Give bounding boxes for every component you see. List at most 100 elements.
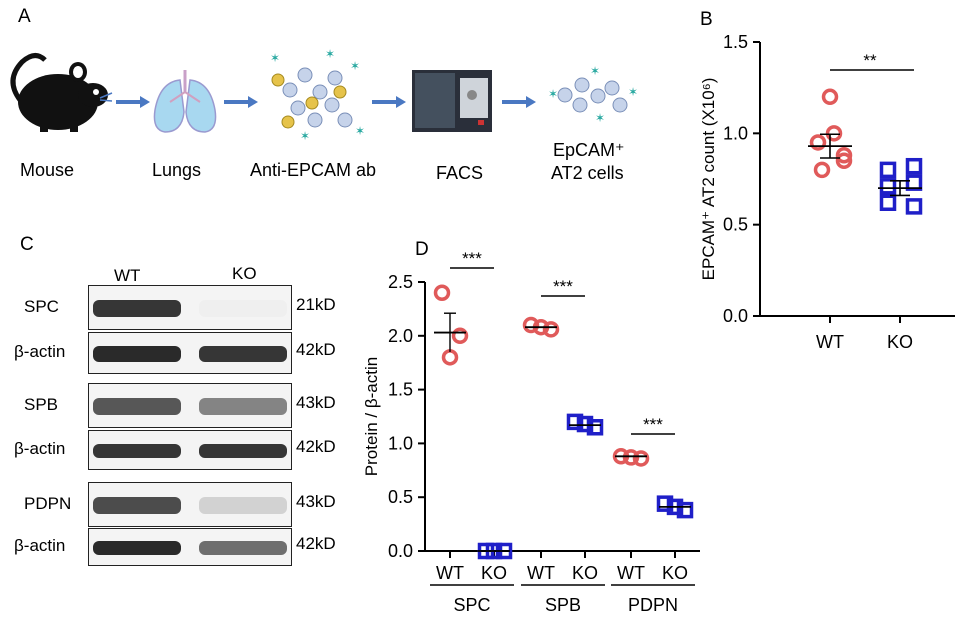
- svg-text:✶: ✶: [350, 59, 360, 73]
- arrow-1: [116, 96, 150, 108]
- svg-text:✶: ✶: [355, 124, 365, 138]
- blot-size-label: 43kD: [296, 491, 336, 511]
- antibody-cells-icon: ✶ ✶ ✶ ✶ ✶: [270, 47, 365, 143]
- svg-text:✶: ✶: [590, 64, 600, 78]
- arrow-2: [224, 96, 258, 108]
- step-label-mouse: Mouse: [20, 160, 75, 180]
- step-label-sorted-line1: EpCAM⁺: [553, 140, 625, 160]
- blot-protein-label: PDPN: [24, 493, 72, 513]
- blot-protein-label: β-actin: [14, 536, 66, 555]
- data-point-ko: [879, 178, 897, 195]
- y-axis-label: Protein / β-actin: [362, 357, 381, 476]
- svg-text:✶: ✶: [595, 111, 605, 125]
- data-point-ko: [879, 194, 897, 211]
- panel-c-letter: C: [20, 234, 34, 255]
- step-label-sorted-line2: AT2 cells: [551, 163, 624, 183]
- svg-text:✶: ✶: [270, 51, 280, 65]
- y-tick-label: 2.5: [388, 272, 413, 292]
- data-point-wt: [835, 152, 853, 169]
- blot-protein-label: SPC: [24, 296, 59, 316]
- svg-text:✶: ✶: [300, 129, 310, 143]
- blot-band-ko: [199, 300, 287, 316]
- blot-band-wt: [93, 398, 181, 415]
- blot-strip: [88, 285, 292, 330]
- blot-size-label: 42kD: [296, 534, 336, 553]
- significance-label: ***: [553, 277, 573, 296]
- arrow-3: [372, 96, 406, 108]
- data-point-ko: [905, 157, 923, 175]
- blot-band-wt: [93, 300, 181, 317]
- data-point-ko: [576, 415, 594, 433]
- blot-band-ko: [199, 443, 287, 459]
- blot-band-wt: [93, 497, 181, 514]
- significance-label: ***: [643, 415, 663, 434]
- data-point-wt: [813, 161, 831, 179]
- blot-band-ko: [199, 541, 287, 555]
- blot-protein-label: β-actin: [14, 342, 66, 361]
- panel-d-letter: D: [415, 239, 429, 260]
- mouse-icon: [10, 53, 113, 132]
- x-sub-label-wt: WT: [617, 563, 645, 583]
- data-point-wt: [622, 449, 640, 466]
- y-tick-label: 1.0: [723, 123, 748, 143]
- blot-band-wt: [93, 443, 181, 459]
- blot-protein-label: SPB: [24, 394, 59, 414]
- data-point-ko: [656, 495, 674, 512]
- data-point-ko: [676, 501, 694, 519]
- step-label-antibody: Anti-EPCAM ab: [250, 160, 377, 180]
- blot-column-wt: WT: [114, 266, 141, 285]
- panel-a-letter: A: [18, 6, 31, 27]
- blot-protein-label: β-actin: [14, 439, 66, 458]
- y-tick-label: 1.5: [723, 32, 748, 52]
- svg-text:✶: ✶: [325, 47, 335, 61]
- y-tick-label: 1.0: [388, 433, 413, 453]
- y-tick-label: 0.0: [723, 306, 748, 326]
- svg-text:✶: ✶: [548, 87, 558, 101]
- x-group-label: SPC: [453, 595, 490, 615]
- blot-strip: [88, 528, 292, 566]
- y-axis-label: EPCAM⁺ AT2 count (X10⁶): [699, 78, 718, 281]
- y-tick-label: 0.0: [388, 541, 413, 561]
- step-label-facs: FACS: [436, 163, 484, 183]
- blot-strip: [88, 332, 292, 374]
- sorted-cells-icon: ✶ ✶ ✶ ✶: [548, 64, 638, 125]
- data-point-ko: [905, 198, 923, 215]
- data-point-wt: [542, 321, 560, 338]
- arrow-4: [502, 96, 536, 108]
- data-point-ko: [586, 419, 604, 436]
- y-tick-label: 1.5: [388, 380, 413, 400]
- blot-band-ko: [199, 346, 287, 362]
- x-tick-label: WT: [816, 332, 844, 352]
- significance-label: ***: [462, 249, 482, 268]
- x-group-label: PDPN: [628, 595, 678, 615]
- blot-band-wt: [93, 541, 181, 555]
- blot-band-ko: [199, 398, 287, 415]
- x-group-label: SPB: [545, 595, 581, 615]
- panel-b-letter: B: [700, 9, 713, 30]
- data-point-wt: [522, 316, 540, 334]
- panel-a-workflow: ✶ ✶ ✶ ✶ ✶ ✶ ✶ ✶ ✶: [10, 47, 638, 143]
- x-sub-label-ko: KO: [572, 563, 598, 583]
- blot-strip: [88, 430, 292, 470]
- data-point-wt: [433, 284, 451, 302]
- panel-d-chart: D 0.0 0.5 1.0 1.5 2.0 2.5 Protein / β-actin WT K…: [362, 239, 700, 615]
- data-point-wt: [821, 88, 839, 106]
- blot-band-wt: [93, 346, 181, 362]
- lungs-icon: [153, 70, 217, 133]
- y-tick-label: 2.0: [388, 326, 413, 346]
- data-point-ko: [879, 161, 897, 179]
- blot-size-label: 43kD: [296, 392, 336, 412]
- data-point-wt: [809, 134, 827, 151]
- data-point-ko: [905, 174, 923, 191]
- x-sub-label-wt: WT: [436, 563, 464, 583]
- data-point-wt: [632, 450, 650, 467]
- y-tick-label: 0.5: [723, 215, 748, 235]
- blot-size-label: 42kD: [296, 340, 336, 359]
- facs-machine-icon: [412, 70, 492, 132]
- blot-size-label: 21kD: [296, 294, 336, 314]
- step-label-lungs: Lungs: [152, 160, 202, 180]
- x-sub-label-ko: KO: [662, 563, 688, 583]
- y-tick-label: 0.5: [388, 487, 413, 507]
- blot-size-label: 42kD: [296, 437, 336, 456]
- blot-column-ko: KO: [232, 264, 257, 283]
